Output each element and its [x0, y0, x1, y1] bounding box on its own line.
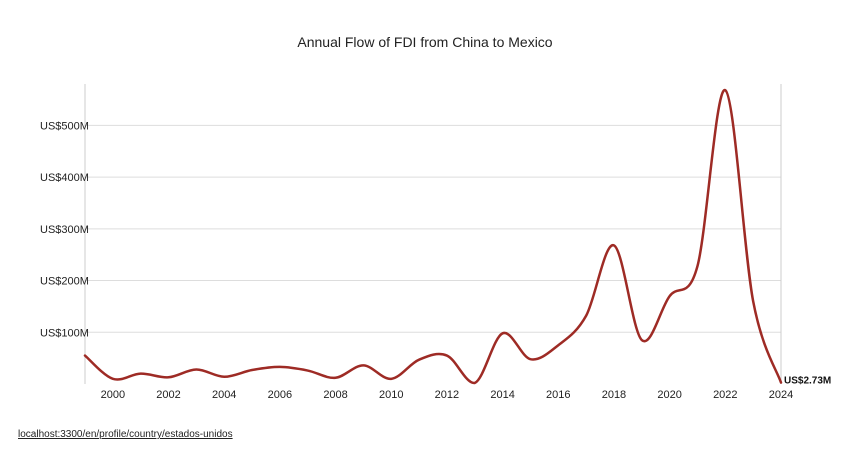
x-tick-label: 2000: [101, 389, 125, 401]
x-tick-label: 2018: [602, 389, 626, 401]
y-tick-label: US$100M: [40, 327, 89, 339]
x-tick-label: 2020: [657, 389, 681, 401]
end-value-label: US$2.73M: [784, 376, 831, 387]
y-tick-label: US$400M: [40, 172, 89, 184]
x-tick-label: 2006: [268, 389, 292, 401]
x-tick-label: 2012: [435, 389, 459, 401]
y-axis-labels: US$100M US$200M US$300M US$400M US$500M: [40, 120, 89, 339]
x-tick-label: 2002: [156, 389, 180, 401]
grid-lines: [85, 124, 781, 333]
x-tick-label: 2004: [212, 389, 236, 401]
x-tick-label: 2010: [379, 389, 403, 401]
chart-title: Annual Flow of FDI from China to Mexico: [297, 34, 552, 50]
y-tick-label: US$200M: [40, 276, 89, 288]
x-tick-label: 2024: [769, 389, 793, 401]
y-tick-label: US$500M: [40, 120, 89, 132]
source-link[interactable]: localhost:3300/en/profile/country/estado…: [18, 429, 233, 440]
x-tick-label: 2014: [490, 389, 514, 401]
x-axis-labels: 2000 2002 2004 2006 2008 2010 2012 2014 2016 2018…: [101, 389, 794, 401]
fdi-series-line: [83, 88, 783, 385]
x-tick-label: 2016: [546, 389, 570, 401]
x-tick-label: 2022: [713, 389, 737, 401]
line-chart: Annual Flow of FDI from China to Mexico …: [40, 34, 831, 401]
y-tick-label: US$300M: [40, 224, 89, 236]
x-tick-label: 2008: [323, 389, 347, 401]
